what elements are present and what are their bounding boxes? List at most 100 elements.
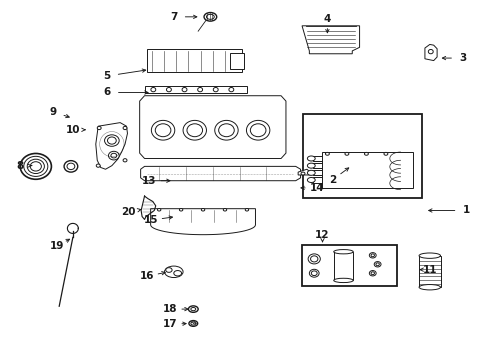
Ellipse shape (97, 126, 101, 130)
Polygon shape (312, 156, 322, 161)
Ellipse shape (370, 254, 374, 257)
Ellipse shape (368, 271, 375, 276)
Ellipse shape (173, 271, 181, 276)
Ellipse shape (27, 159, 44, 174)
Polygon shape (147, 49, 242, 72)
Ellipse shape (164, 266, 183, 278)
Ellipse shape (151, 87, 156, 92)
Ellipse shape (373, 262, 380, 267)
Ellipse shape (307, 254, 320, 264)
Ellipse shape (344, 152, 348, 155)
Bar (303, 114, 422, 198)
Ellipse shape (250, 124, 265, 137)
Text: 7: 7 (170, 12, 177, 22)
Ellipse shape (190, 322, 195, 325)
Ellipse shape (107, 137, 116, 144)
Polygon shape (424, 44, 436, 60)
Text: 1: 1 (462, 206, 469, 216)
Text: 20: 20 (121, 207, 136, 217)
Ellipse shape (214, 120, 238, 140)
Ellipse shape (96, 164, 100, 167)
Text: 4: 4 (323, 14, 330, 24)
Text: 5: 5 (103, 71, 110, 81)
Ellipse shape (67, 163, 75, 170)
Ellipse shape (228, 87, 233, 92)
Ellipse shape (307, 170, 315, 175)
Text: 2: 2 (328, 175, 335, 185)
Ellipse shape (364, 152, 367, 155)
Text: 12: 12 (315, 230, 329, 239)
Ellipse shape (183, 120, 206, 140)
Ellipse shape (197, 87, 202, 92)
Ellipse shape (325, 152, 329, 155)
Ellipse shape (218, 124, 234, 137)
Text: 8: 8 (17, 161, 24, 171)
Ellipse shape (310, 256, 317, 262)
Ellipse shape (104, 135, 119, 146)
Polygon shape (312, 170, 322, 175)
Text: 11: 11 (422, 265, 436, 275)
Ellipse shape (368, 253, 375, 258)
Ellipse shape (188, 320, 197, 326)
Ellipse shape (427, 49, 432, 54)
Ellipse shape (375, 263, 379, 266)
Ellipse shape (182, 87, 186, 92)
Text: 10: 10 (65, 125, 80, 135)
Ellipse shape (301, 172, 305, 175)
Ellipse shape (155, 124, 170, 137)
Ellipse shape (418, 284, 440, 290)
Ellipse shape (307, 163, 315, 168)
Polygon shape (312, 163, 322, 168)
Ellipse shape (213, 87, 218, 92)
Ellipse shape (24, 156, 48, 176)
Ellipse shape (333, 249, 352, 254)
Ellipse shape (123, 159, 127, 162)
Ellipse shape (201, 208, 204, 211)
Ellipse shape (203, 13, 216, 21)
Bar (302, 244, 396, 286)
Text: 18: 18 (163, 304, 177, 314)
Ellipse shape (179, 208, 183, 211)
Polygon shape (96, 123, 127, 169)
Ellipse shape (166, 87, 171, 92)
Ellipse shape (188, 306, 198, 312)
Ellipse shape (311, 271, 317, 275)
Text: 15: 15 (143, 215, 158, 225)
Ellipse shape (30, 162, 41, 171)
Ellipse shape (186, 124, 202, 137)
Polygon shape (312, 177, 322, 183)
Ellipse shape (246, 120, 269, 140)
Text: 16: 16 (140, 271, 154, 281)
Polygon shape (298, 169, 310, 175)
Ellipse shape (108, 151, 119, 160)
Ellipse shape (64, 161, 78, 172)
Ellipse shape (151, 120, 174, 140)
Polygon shape (321, 152, 412, 188)
Ellipse shape (383, 152, 387, 155)
Polygon shape (229, 53, 244, 69)
Ellipse shape (157, 208, 161, 211)
Ellipse shape (307, 177, 315, 183)
Ellipse shape (123, 126, 127, 130)
Polygon shape (333, 252, 352, 280)
Ellipse shape (206, 14, 214, 19)
Ellipse shape (370, 272, 374, 275)
Ellipse shape (309, 269, 319, 277)
Ellipse shape (307, 156, 315, 161)
Text: 9: 9 (50, 107, 57, 117)
Text: 6: 6 (103, 87, 110, 98)
Polygon shape (141, 166, 300, 181)
Ellipse shape (418, 253, 440, 258)
Text: 17: 17 (163, 319, 177, 329)
Ellipse shape (190, 307, 195, 311)
Polygon shape (150, 209, 255, 235)
Polygon shape (418, 256, 440, 287)
Ellipse shape (165, 268, 172, 273)
Text: 13: 13 (142, 176, 156, 186)
Polygon shape (302, 26, 359, 54)
Ellipse shape (333, 278, 352, 283)
Text: 19: 19 (49, 241, 64, 251)
Text: 3: 3 (458, 53, 466, 63)
Text: 14: 14 (309, 183, 324, 193)
Ellipse shape (111, 153, 117, 158)
